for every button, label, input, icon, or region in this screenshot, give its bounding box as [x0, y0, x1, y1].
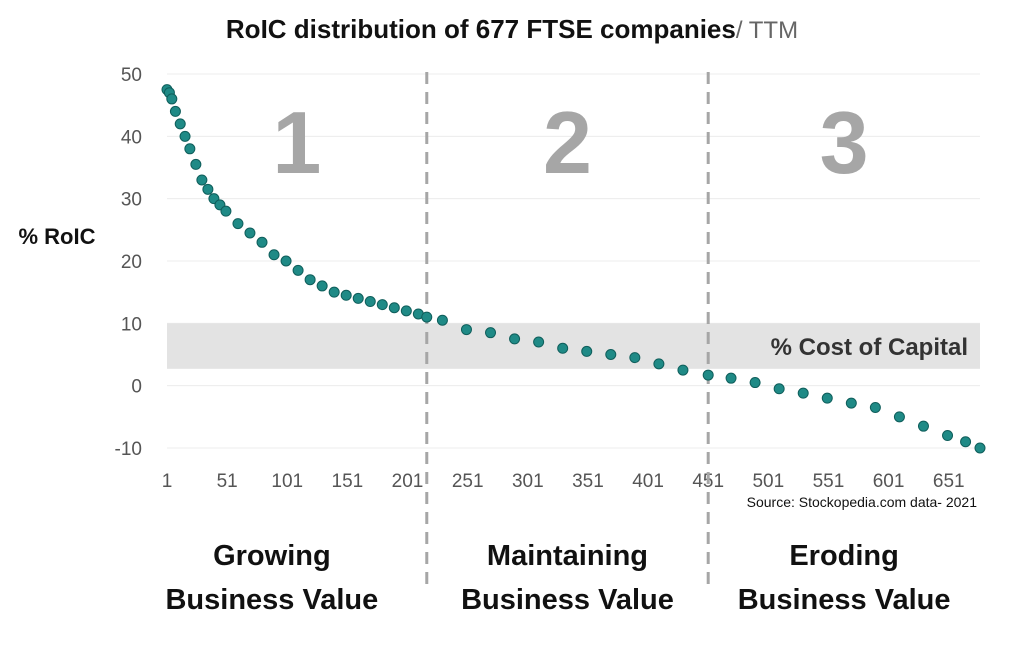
zone-number: 1: [272, 93, 321, 192]
data-point: [460, 324, 472, 336]
zone-descriptions: Growing Business Value Maintaining Business…: [165, 540, 950, 616]
data-point: [364, 296, 376, 308]
x-tick-label: 401: [632, 471, 664, 492]
data-point: [869, 401, 881, 413]
x-tick-label: 601: [873, 471, 905, 492]
data-points: [161, 84, 986, 454]
zone-description-line2: Business Value: [461, 584, 674, 616]
data-point: [485, 327, 497, 339]
chart-title-suffix: / TTM: [736, 17, 798, 44]
data-point: [304, 274, 316, 286]
data-point: [352, 292, 364, 304]
data-point: [316, 280, 328, 292]
chart-title-main: RoIC distribution of 677 FTSE companies: [226, 14, 736, 44]
data-point: [169, 105, 181, 117]
x-tick-label: 351: [572, 471, 604, 492]
y-tick-label: 20: [121, 252, 142, 273]
y-axis-label: % RoIC: [19, 224, 96, 249]
data-point: [581, 345, 593, 357]
data-point: [256, 236, 268, 248]
data-point: [292, 264, 304, 276]
y-tick-label: 40: [121, 127, 142, 148]
y-tick-label: 50: [121, 65, 142, 86]
x-tick-labels: 151101151201251301351401451501551601651: [162, 471, 965, 492]
cost-of-capital-band-rect: [167, 323, 980, 369]
data-point: [821, 392, 833, 404]
data-point: [942, 430, 954, 442]
x-tick-label: 501: [752, 471, 784, 492]
data-point: [797, 387, 809, 399]
zone-numbers: 1 2 3: [272, 93, 868, 192]
data-point: [533, 336, 545, 348]
data-point: [917, 420, 929, 432]
data-point: [436, 314, 448, 326]
x-tick-label: 51: [217, 471, 238, 492]
data-point: [960, 436, 972, 448]
data-point: [557, 342, 569, 354]
data-point: [232, 218, 244, 230]
data-point: [196, 174, 208, 186]
x-tick-label: 101: [271, 471, 303, 492]
x-tick-label: 301: [512, 471, 544, 492]
data-point: [421, 311, 433, 323]
data-point: [845, 397, 857, 409]
data-point: [179, 130, 191, 142]
data-point: [653, 358, 665, 370]
data-point: [328, 286, 340, 298]
data-point: [629, 352, 641, 364]
data-point: [268, 249, 280, 261]
data-point: [376, 299, 388, 311]
x-tick-label: 1: [162, 471, 173, 492]
chart-title: RoIC distribution of 677 FTSE companies/…: [226, 14, 798, 44]
zone-description-line1: Maintaining: [487, 540, 648, 572]
zone-description-line1: Eroding: [789, 540, 899, 572]
data-point: [174, 118, 186, 130]
cost-of-capital-label: % Cost of Capital: [771, 334, 968, 361]
data-point: [340, 289, 352, 301]
cost-of-capital-band: % Cost of Capital: [167, 323, 980, 369]
zone-number: 3: [820, 93, 869, 192]
data-point: [388, 302, 400, 314]
data-point: [190, 158, 202, 170]
data-point: [893, 411, 905, 423]
y-tick-label: 0: [131, 377, 142, 398]
x-tick-label: 651: [933, 471, 965, 492]
data-point: [677, 364, 689, 376]
data-point: [509, 333, 521, 345]
zone-number: 2: [543, 93, 592, 192]
data-point: [184, 143, 196, 155]
zone-dividers: [425, 72, 710, 588]
y-tick-label: 30: [121, 190, 142, 211]
x-tick-label: 551: [813, 471, 845, 492]
x-tick-label: 151: [332, 471, 364, 492]
data-point: [773, 383, 785, 395]
x-tick-label: 201: [392, 471, 424, 492]
data-point: [202, 183, 214, 195]
data-point: [166, 93, 178, 105]
data-point: [244, 227, 256, 239]
data-point: [400, 305, 412, 317]
y-tick-label: -10: [115, 439, 142, 460]
data-point: [749, 377, 761, 389]
zone-description-line2: Business Value: [165, 584, 378, 616]
data-point: [702, 369, 714, 381]
data-point: [725, 372, 737, 384]
zone-description-line1: Growing: [213, 540, 331, 572]
data-point: [280, 255, 292, 267]
source-note: Source: Stockopedia.com data- 2021: [747, 494, 978, 510]
y-tick-labels: 50 40 30 20 10 0 -10: [115, 65, 142, 460]
zone-description-line2: Business Value: [738, 584, 951, 616]
x-tick-label: 251: [452, 471, 484, 492]
data-point: [605, 349, 617, 360]
y-tick-label: 10: [121, 314, 142, 335]
data-point: [220, 205, 232, 217]
data-point: [974, 442, 986, 454]
